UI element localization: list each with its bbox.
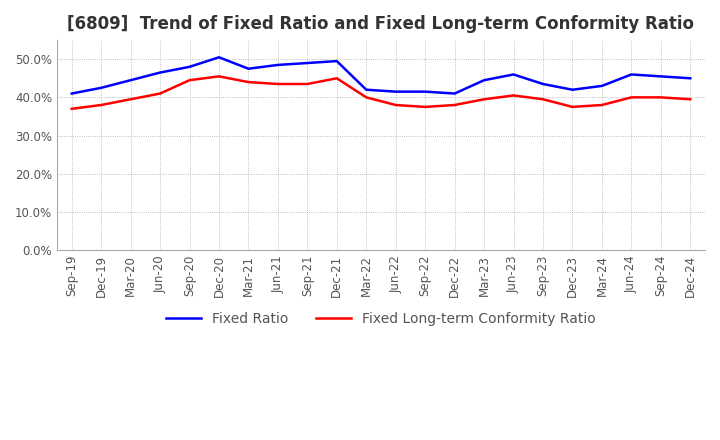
Fixed Long-term Conformity Ratio bbox=[627, 95, 636, 100]
Fixed Long-term Conformity Ratio bbox=[126, 97, 135, 102]
Fixed Ratio bbox=[333, 59, 341, 64]
Title: [6809]  Trend of Fixed Ratio and Fixed Long-term Conformity Ratio: [6809] Trend of Fixed Ratio and Fixed Lo… bbox=[68, 15, 695, 33]
Fixed Ratio bbox=[274, 62, 282, 68]
Fixed Ratio bbox=[627, 72, 636, 77]
Fixed Long-term Conformity Ratio bbox=[539, 97, 547, 102]
Fixed Long-term Conformity Ratio bbox=[450, 103, 459, 108]
Fixed Long-term Conformity Ratio bbox=[392, 103, 400, 108]
Fixed Ratio bbox=[598, 83, 606, 88]
Fixed Long-term Conformity Ratio bbox=[215, 74, 223, 79]
Fixed Long-term Conformity Ratio bbox=[362, 95, 371, 100]
Fixed Long-term Conformity Ratio bbox=[509, 93, 518, 98]
Fixed Long-term Conformity Ratio bbox=[568, 104, 577, 110]
Fixed Long-term Conformity Ratio bbox=[657, 95, 665, 100]
Fixed Ratio bbox=[126, 77, 135, 83]
Fixed Long-term Conformity Ratio bbox=[185, 77, 194, 83]
Legend: Fixed Ratio, Fixed Long-term Conformity Ratio: Fixed Ratio, Fixed Long-term Conformity … bbox=[161, 306, 601, 331]
Fixed Ratio bbox=[480, 77, 488, 83]
Fixed Long-term Conformity Ratio bbox=[421, 104, 430, 110]
Fixed Ratio bbox=[686, 76, 695, 81]
Fixed Long-term Conformity Ratio bbox=[598, 103, 606, 108]
Fixed Ratio bbox=[362, 87, 371, 92]
Fixed Ratio bbox=[156, 70, 164, 75]
Fixed Ratio bbox=[215, 55, 223, 60]
Fixed Long-term Conformity Ratio bbox=[68, 106, 76, 111]
Fixed Long-term Conformity Ratio bbox=[97, 103, 106, 108]
Fixed Ratio bbox=[509, 72, 518, 77]
Fixed Ratio bbox=[68, 91, 76, 96]
Fixed Ratio bbox=[568, 87, 577, 92]
Fixed Long-term Conformity Ratio bbox=[156, 91, 164, 96]
Fixed Long-term Conformity Ratio bbox=[480, 97, 488, 102]
Fixed Ratio bbox=[392, 89, 400, 94]
Fixed Long-term Conformity Ratio bbox=[333, 76, 341, 81]
Fixed Ratio bbox=[450, 91, 459, 96]
Line: Fixed Ratio: Fixed Ratio bbox=[72, 57, 690, 94]
Fixed Long-term Conformity Ratio bbox=[303, 81, 312, 87]
Fixed Ratio bbox=[657, 74, 665, 79]
Fixed Long-term Conformity Ratio bbox=[274, 81, 282, 87]
Fixed Ratio bbox=[539, 81, 547, 87]
Fixed Ratio bbox=[421, 89, 430, 94]
Fixed Long-term Conformity Ratio bbox=[244, 80, 253, 85]
Line: Fixed Long-term Conformity Ratio: Fixed Long-term Conformity Ratio bbox=[72, 77, 690, 109]
Fixed Ratio bbox=[244, 66, 253, 71]
Fixed Ratio bbox=[303, 60, 312, 66]
Fixed Ratio bbox=[185, 64, 194, 70]
Fixed Long-term Conformity Ratio bbox=[686, 97, 695, 102]
Fixed Ratio bbox=[97, 85, 106, 91]
